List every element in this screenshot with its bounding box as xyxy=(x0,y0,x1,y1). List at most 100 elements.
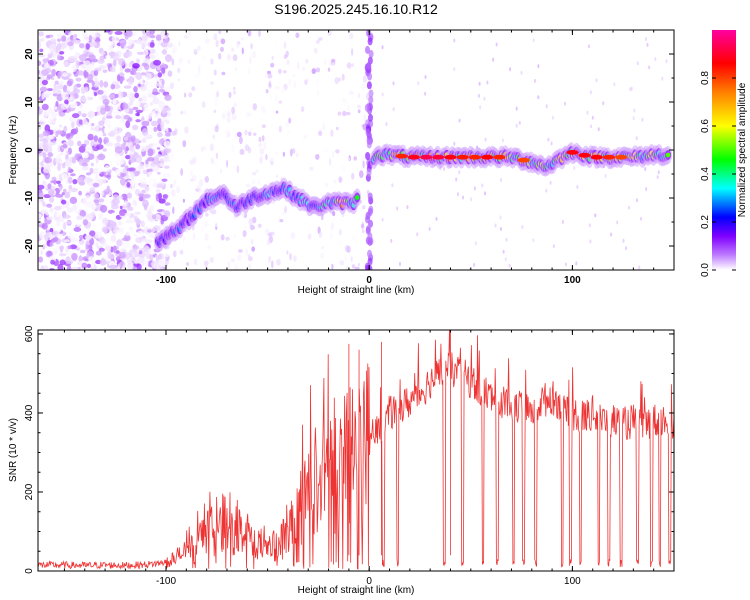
colorbar-ticks: 0.0 0.2 0.4 0.6 0.8 xyxy=(700,71,736,277)
noise-speck xyxy=(532,38,535,43)
noise-speck xyxy=(43,164,51,169)
noise-speck xyxy=(46,92,51,96)
noise-speck xyxy=(144,57,151,65)
noise-speck xyxy=(630,86,633,91)
noise-speck xyxy=(233,102,237,108)
noise-speck xyxy=(67,264,72,270)
noise-speck xyxy=(118,188,123,195)
noise-speck xyxy=(351,220,356,228)
noise-speck xyxy=(75,60,80,69)
noise-speck xyxy=(248,263,252,269)
noise-speck xyxy=(252,171,256,176)
noise-speck xyxy=(132,124,139,131)
noise-speck xyxy=(61,173,68,180)
noise-speck xyxy=(248,131,252,136)
noise-speck xyxy=(144,134,153,139)
noise-speck xyxy=(636,198,638,203)
noise-speck xyxy=(282,151,286,157)
noise-speck xyxy=(332,151,335,158)
noise-speck xyxy=(97,89,104,95)
noise-speck xyxy=(56,139,60,145)
noise-speck xyxy=(338,176,343,184)
noise-speck xyxy=(166,117,170,121)
noise-speck xyxy=(323,148,328,153)
noise-speck xyxy=(366,62,371,71)
noise-speck xyxy=(473,262,476,267)
noise-speck xyxy=(309,166,314,171)
noise-speck xyxy=(390,238,393,243)
noise-speck xyxy=(155,188,161,195)
noise-speck xyxy=(81,143,87,148)
noise-speck xyxy=(70,187,78,193)
noise-speck xyxy=(586,110,589,115)
noise-speck xyxy=(351,47,354,56)
noise-speck xyxy=(224,128,230,135)
noise-speck xyxy=(288,117,292,124)
noise-speck xyxy=(283,41,287,49)
noise-speck xyxy=(183,35,189,39)
noise-speck xyxy=(244,129,248,136)
noise-speck xyxy=(251,246,255,252)
noise-speck xyxy=(38,192,45,198)
ridge-peak xyxy=(395,153,408,159)
noise-speck xyxy=(69,244,77,250)
noise-speck xyxy=(225,236,230,241)
noise-speck xyxy=(214,125,219,133)
noise-speck xyxy=(365,45,370,54)
noise-speck xyxy=(69,101,78,109)
noise-speck xyxy=(82,219,89,226)
noise-speck xyxy=(428,227,431,231)
noise-speck xyxy=(85,195,91,200)
noise-speck xyxy=(127,206,135,211)
noise-speck xyxy=(59,245,65,251)
noise-speck xyxy=(49,228,54,233)
noise-speck xyxy=(122,240,130,249)
noise-speck xyxy=(166,96,171,101)
noise-speck xyxy=(325,38,331,45)
noise-speck xyxy=(263,141,267,150)
noise-speck xyxy=(333,179,337,184)
noise-speck xyxy=(158,100,165,109)
noise-speck xyxy=(143,193,151,199)
noise-speck xyxy=(95,174,99,183)
noise-speck xyxy=(339,170,344,178)
noise-speck xyxy=(174,123,179,131)
y-tick-label: 600 xyxy=(24,325,35,342)
noise-speck xyxy=(233,90,236,96)
noise-speck xyxy=(276,147,281,155)
noise-speck xyxy=(276,77,282,85)
noise-speck xyxy=(244,221,248,230)
noise-speck xyxy=(158,259,166,267)
noise-speck xyxy=(259,117,264,122)
noise-speck xyxy=(75,127,79,133)
noise-speck xyxy=(118,72,125,79)
noise-speck xyxy=(184,92,187,98)
noise-speck xyxy=(564,262,567,267)
noise-speck xyxy=(62,222,67,230)
noise-speck xyxy=(47,53,53,59)
noise-speck xyxy=(87,133,94,141)
noise-speck xyxy=(38,90,41,98)
noise-speck xyxy=(270,157,275,162)
noise-speck xyxy=(94,76,98,82)
noise-speck xyxy=(367,208,373,216)
noise-speck xyxy=(146,88,153,93)
noise-speck xyxy=(174,128,178,136)
ridge-peak xyxy=(432,154,445,160)
noise-speck xyxy=(180,168,184,176)
noise-speck xyxy=(72,113,80,119)
noise-speck xyxy=(479,105,482,110)
noise-speck xyxy=(40,37,46,42)
noise-speck xyxy=(138,97,143,102)
noise-speck xyxy=(152,165,160,172)
noise-speck xyxy=(127,39,132,47)
noise-speck xyxy=(353,243,359,248)
noise-speck xyxy=(252,103,257,111)
noise-speck xyxy=(38,200,42,205)
noise-speck xyxy=(196,184,201,192)
noise-speck xyxy=(360,83,365,91)
noise-speck xyxy=(102,176,107,185)
noise-speck xyxy=(71,266,79,270)
noise-speck xyxy=(160,36,168,39)
noise-speck xyxy=(118,227,124,234)
